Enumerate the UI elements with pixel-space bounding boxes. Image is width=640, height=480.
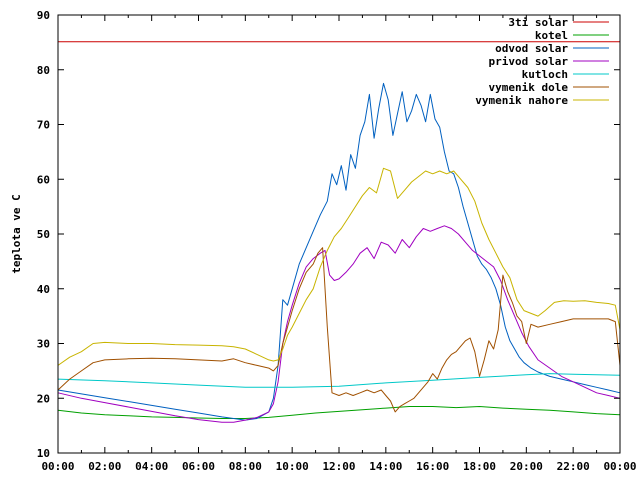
y-axis-title: teplota ve C (10, 194, 23, 273)
x-tick-label: 16:00 (416, 460, 449, 473)
x-tick-label: 20:00 (510, 460, 543, 473)
series-line-kutloch (57, 373, 621, 388)
y-tick-label: 60 (37, 173, 50, 186)
y-tick-label: 40 (37, 283, 50, 296)
series-line-vymenik-nahore (57, 167, 621, 366)
x-tick-label: 00:00 (41, 460, 74, 473)
y-tick-label: 10 (37, 447, 50, 460)
y-tick-label: 30 (37, 338, 50, 351)
x-tick-label: 00:00 (603, 460, 636, 473)
x-tick-label: 18:00 (463, 460, 496, 473)
series-line-kotel (57, 406, 621, 419)
ticks-layer: 10 20 30 40 50 60 70 80 90 00:00 02:00 04:00 06:00 08… (37, 9, 637, 473)
x-tick-label: 12:00 (322, 460, 355, 473)
series-layer (57, 41, 621, 423)
x-tick-label: 22:00 (557, 460, 590, 473)
y-tick-label: 70 (37, 119, 50, 132)
x-tick-label: 10:00 (276, 460, 309, 473)
y-tick-label: 20 (37, 392, 50, 405)
legend-label: kutloch (522, 68, 568, 81)
x-tick-label: 08:00 (229, 460, 262, 473)
series-line-vymenik-dole (57, 247, 621, 413)
legend-label: odvod solar (495, 42, 568, 55)
x-tick-label: 04:00 (135, 460, 168, 473)
legend-label: vymenik nahore (475, 94, 568, 107)
x-tick-label: 02:00 (88, 460, 121, 473)
series-line-privod-solar (57, 225, 621, 423)
legend-label: vymenik dole (489, 81, 569, 94)
x-tick-label: 14:00 (369, 460, 402, 473)
y-tick-label: 90 (37, 9, 50, 22)
y-tick-label: 50 (37, 228, 50, 241)
legend-label: kotel (535, 29, 568, 42)
y-tick-label: 80 (37, 64, 50, 77)
x-tick-label: 06:00 (182, 460, 215, 473)
series-line-odvod-solar (57, 82, 621, 421)
legend-label: privod solar (489, 55, 569, 68)
legend-label: 3ti solar (508, 16, 568, 29)
